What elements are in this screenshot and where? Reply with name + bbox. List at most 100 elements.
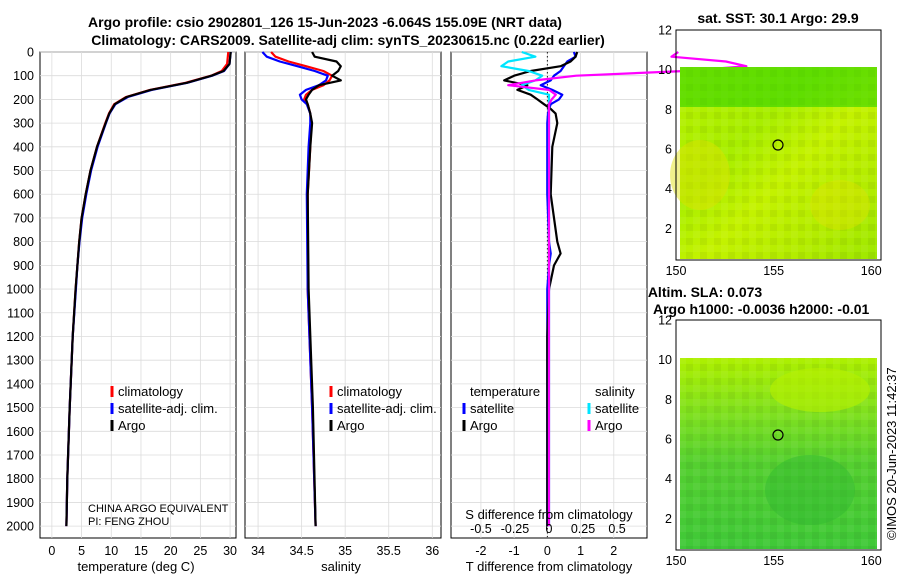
legend-title-salinity: salinity bbox=[595, 384, 635, 399]
legend-label-s-argo: Argo bbox=[595, 418, 622, 433]
depth-axis-labels: 0 100 200 300 400 500 600 700 800 900 1000 1100 1200… bbox=[6, 46, 34, 534]
series-line-argo bbox=[304, 51, 342, 527]
map-y-tick-label: 10 bbox=[658, 353, 672, 367]
map-x-tick-label: 150 bbox=[666, 554, 687, 568]
x-tick-label: 15 bbox=[134, 544, 148, 558]
map-y-tick-label: 4 bbox=[665, 182, 672, 196]
map-y-tick-label: 4 bbox=[665, 472, 672, 486]
sla-map-title: Altim. SLA: 0.073 bbox=[648, 284, 763, 300]
sla-map bbox=[675, 319, 882, 551]
salinity-series bbox=[261, 51, 342, 527]
x-tick-label: 35.5 bbox=[377, 544, 401, 558]
depth-tick-label: 1500 bbox=[6, 401, 34, 415]
difference-xlabel-salinity: S difference from climatology bbox=[465, 507, 633, 522]
x-tick-label: 35 bbox=[338, 544, 352, 558]
legend-label-satellite: satellite-adj. clim. bbox=[118, 401, 218, 416]
sla-low-patch bbox=[765, 455, 855, 525]
map-y-tick-label: 6 bbox=[665, 142, 672, 156]
legend-label-s-satellite: satellite bbox=[595, 401, 639, 416]
sla-map-ticks: 150 155 160 2 4 6 8 10 12 bbox=[658, 314, 882, 569]
legend-title-temperature: temperature bbox=[470, 384, 540, 399]
map-y-tick-label: 8 bbox=[665, 103, 672, 117]
x-tick-label-secondary: 0 bbox=[546, 522, 553, 536]
sst-map-ticks: 150 155 160 2 4 6 8 10 12 bbox=[658, 24, 882, 279]
sla-map-subtitle: Argo h1000: -0.0036 h2000: -0.01 bbox=[653, 301, 870, 317]
x-tick-label-secondary: -0.25 bbox=[501, 522, 530, 536]
salinity-legend: climatology satellite-adj. clim. Argo bbox=[329, 384, 437, 433]
x-tick-label: 34.5 bbox=[289, 544, 313, 558]
salinity-xlabel: salinity bbox=[321, 559, 361, 574]
depth-tick-label: 900 bbox=[13, 259, 34, 273]
depth-tick-label: 400 bbox=[13, 140, 34, 154]
depth-tick-label: 0 bbox=[27, 46, 34, 60]
depth-tick-label: 1800 bbox=[6, 472, 34, 486]
x-tick-label: 25 bbox=[193, 544, 207, 558]
argo-location-marker bbox=[772, 429, 784, 441]
map-x-tick-label: 160 bbox=[861, 264, 882, 278]
x-tick-label: 1 bbox=[577, 544, 584, 558]
x-tick-label-secondary: 0.25 bbox=[571, 522, 595, 536]
map-x-tick-label: 150 bbox=[666, 264, 687, 278]
legend-label-t-satellite: satellite bbox=[470, 401, 514, 416]
map-y-tick-label: 12 bbox=[658, 24, 672, 38]
depth-tick-label: 1400 bbox=[6, 377, 34, 391]
difference-legend-salinity: salinity satellite Argo bbox=[587, 384, 639, 433]
map-y-tick-label: 6 bbox=[665, 432, 672, 446]
x-tick-label: -2 bbox=[475, 544, 486, 558]
depth-tick-label: 1700 bbox=[6, 449, 34, 463]
depth-tick-label: 300 bbox=[13, 117, 34, 131]
sst-warm-patch bbox=[810, 180, 870, 230]
series-line-temperature-argo bbox=[503, 51, 579, 527]
x-tick-label: 5 bbox=[78, 544, 85, 558]
sst-map-frame bbox=[675, 29, 882, 261]
depth-tick-label: 1200 bbox=[6, 330, 34, 344]
temperature-series bbox=[65, 51, 232, 527]
x-tick-label: 34 bbox=[251, 544, 265, 558]
sst-map bbox=[670, 29, 882, 261]
depth-tick-label: 1600 bbox=[6, 425, 34, 439]
sla-high-patch bbox=[770, 368, 870, 412]
map-x-tick-label: 160 bbox=[861, 554, 882, 568]
x-tick-label: 2 bbox=[610, 544, 617, 558]
map-y-tick-label: 10 bbox=[658, 63, 672, 77]
depth-tick-label: 1000 bbox=[6, 283, 34, 297]
depth-tick-label: 100 bbox=[13, 69, 34, 83]
depth-tick-label: 200 bbox=[13, 93, 34, 107]
x-tick-label: 20 bbox=[164, 544, 178, 558]
argo-location-marker bbox=[772, 139, 784, 151]
depth-tick-label: 800 bbox=[13, 235, 34, 249]
legend-label-argo: Argo bbox=[118, 418, 145, 433]
depth-tick-label: 1300 bbox=[6, 354, 34, 368]
legend-label-t-argo: Argo bbox=[470, 418, 497, 433]
x-tick-label-secondary: -0.5 bbox=[470, 522, 492, 536]
figure-title-line2: Climatology: CARS2009. Satellite-adj cli… bbox=[91, 32, 605, 48]
figure-title-line1: Argo profile: csio 2902801_126 15-Jun-20… bbox=[88, 14, 562, 30]
depth-tick-label: 600 bbox=[13, 188, 34, 202]
temperature-legend: climatology satellite-adj. clim. Argo bbox=[110, 384, 218, 433]
legend-label-satellite: satellite-adj. clim. bbox=[337, 401, 437, 416]
x-tick-label: 10 bbox=[104, 544, 118, 558]
difference-legend-temperature: temperature satellite Argo bbox=[462, 384, 540, 433]
x-tick-label: -1 bbox=[509, 544, 520, 558]
series-line-argo bbox=[65, 51, 232, 527]
legend-label-climatology: climatology bbox=[118, 384, 184, 399]
depth-tick-label: 2000 bbox=[6, 520, 34, 534]
salinity-panel-frame bbox=[244, 51, 442, 539]
credit-text: ©IMOS 20-Jun-2023 11:42:37 bbox=[884, 367, 899, 540]
depth-tick-label: 1100 bbox=[7, 306, 34, 320]
sst-map-title: sat. SST: 30.1 Argo: 29.9 bbox=[697, 10, 859, 26]
x-tick-label: 0 bbox=[544, 544, 551, 558]
difference-xlabel: T difference from climatology bbox=[466, 559, 633, 574]
x-tick-label: 0 bbox=[48, 544, 55, 558]
sst-warm-patch bbox=[670, 140, 730, 210]
x-tick-label: 30 bbox=[223, 544, 237, 558]
sla-map-frame bbox=[675, 319, 882, 551]
x-tick-label: 36 bbox=[425, 544, 439, 558]
sst-cool-band bbox=[680, 67, 877, 107]
grid-lines bbox=[40, 51, 647, 538]
map-y-tick-label: 2 bbox=[665, 222, 672, 236]
map-y-tick-label: 12 bbox=[658, 314, 672, 328]
depth-tick-label: 1900 bbox=[6, 496, 34, 510]
x-tick-label-secondary: 0.5 bbox=[608, 522, 625, 536]
